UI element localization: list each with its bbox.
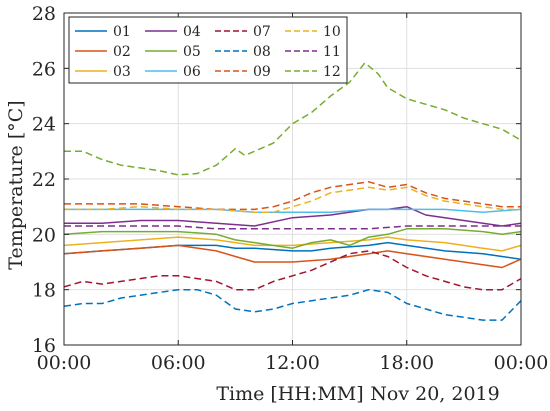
legend-label-07: 07 (253, 24, 271, 40)
series-line-10 (64, 186, 521, 213)
y-tick-label: 24 (32, 114, 56, 136)
y-tick-label: 28 (32, 3, 56, 25)
series-line-12 (64, 62, 522, 176)
x-tick-label: 06:00 (151, 352, 206, 374)
legend-label-03: 03 (113, 64, 131, 80)
legend: 01 02 03 04 05 06 07 08 09 10 11 12 (68, 16, 348, 84)
y-tick-label: 26 (32, 58, 56, 80)
y-tick-label: 22 (32, 169, 56, 191)
x-tick-label: 00:00 (494, 352, 549, 374)
series-line-04 (64, 205, 522, 227)
legend-label-09: 09 (253, 64, 271, 80)
series-line-08 (63, 288, 522, 321)
x-axis-label: Time [HH:MM] (216, 383, 363, 405)
legend-label-08: 08 (253, 44, 271, 60)
y-tick-label: 18 (32, 280, 56, 302)
legend-label-11: 11 (323, 44, 341, 60)
legend-label-02: 02 (113, 44, 131, 60)
x-tick-label: 18:00 (379, 352, 434, 374)
date-label: Nov 20, 2019 (370, 383, 499, 405)
legend-label-10: 10 (323, 24, 341, 40)
y-tick-label: 20 (32, 224, 56, 246)
series-line-09 (64, 181, 521, 211)
series-line-06 (64, 208, 522, 213)
series-lines (63, 62, 522, 321)
legend-label-05: 05 (183, 44, 201, 60)
series-line-05 (63, 228, 522, 249)
legend-label-12: 12 (323, 64, 341, 80)
legend-label-01: 01 (113, 24, 131, 40)
series-line-07 (63, 250, 522, 291)
series-line-02 (63, 244, 522, 269)
legend-box (68, 16, 348, 84)
x-tick-label: 12:00 (265, 352, 320, 374)
y-tick-label: 16 (32, 335, 56, 357)
x-tick-label: 00:00 (37, 352, 92, 374)
y-axis-label: Temperature [°C] (5, 100, 27, 269)
legend-label-04: 04 (183, 24, 201, 40)
legend-label-06: 06 (183, 64, 201, 80)
series-line-03 (63, 236, 522, 252)
